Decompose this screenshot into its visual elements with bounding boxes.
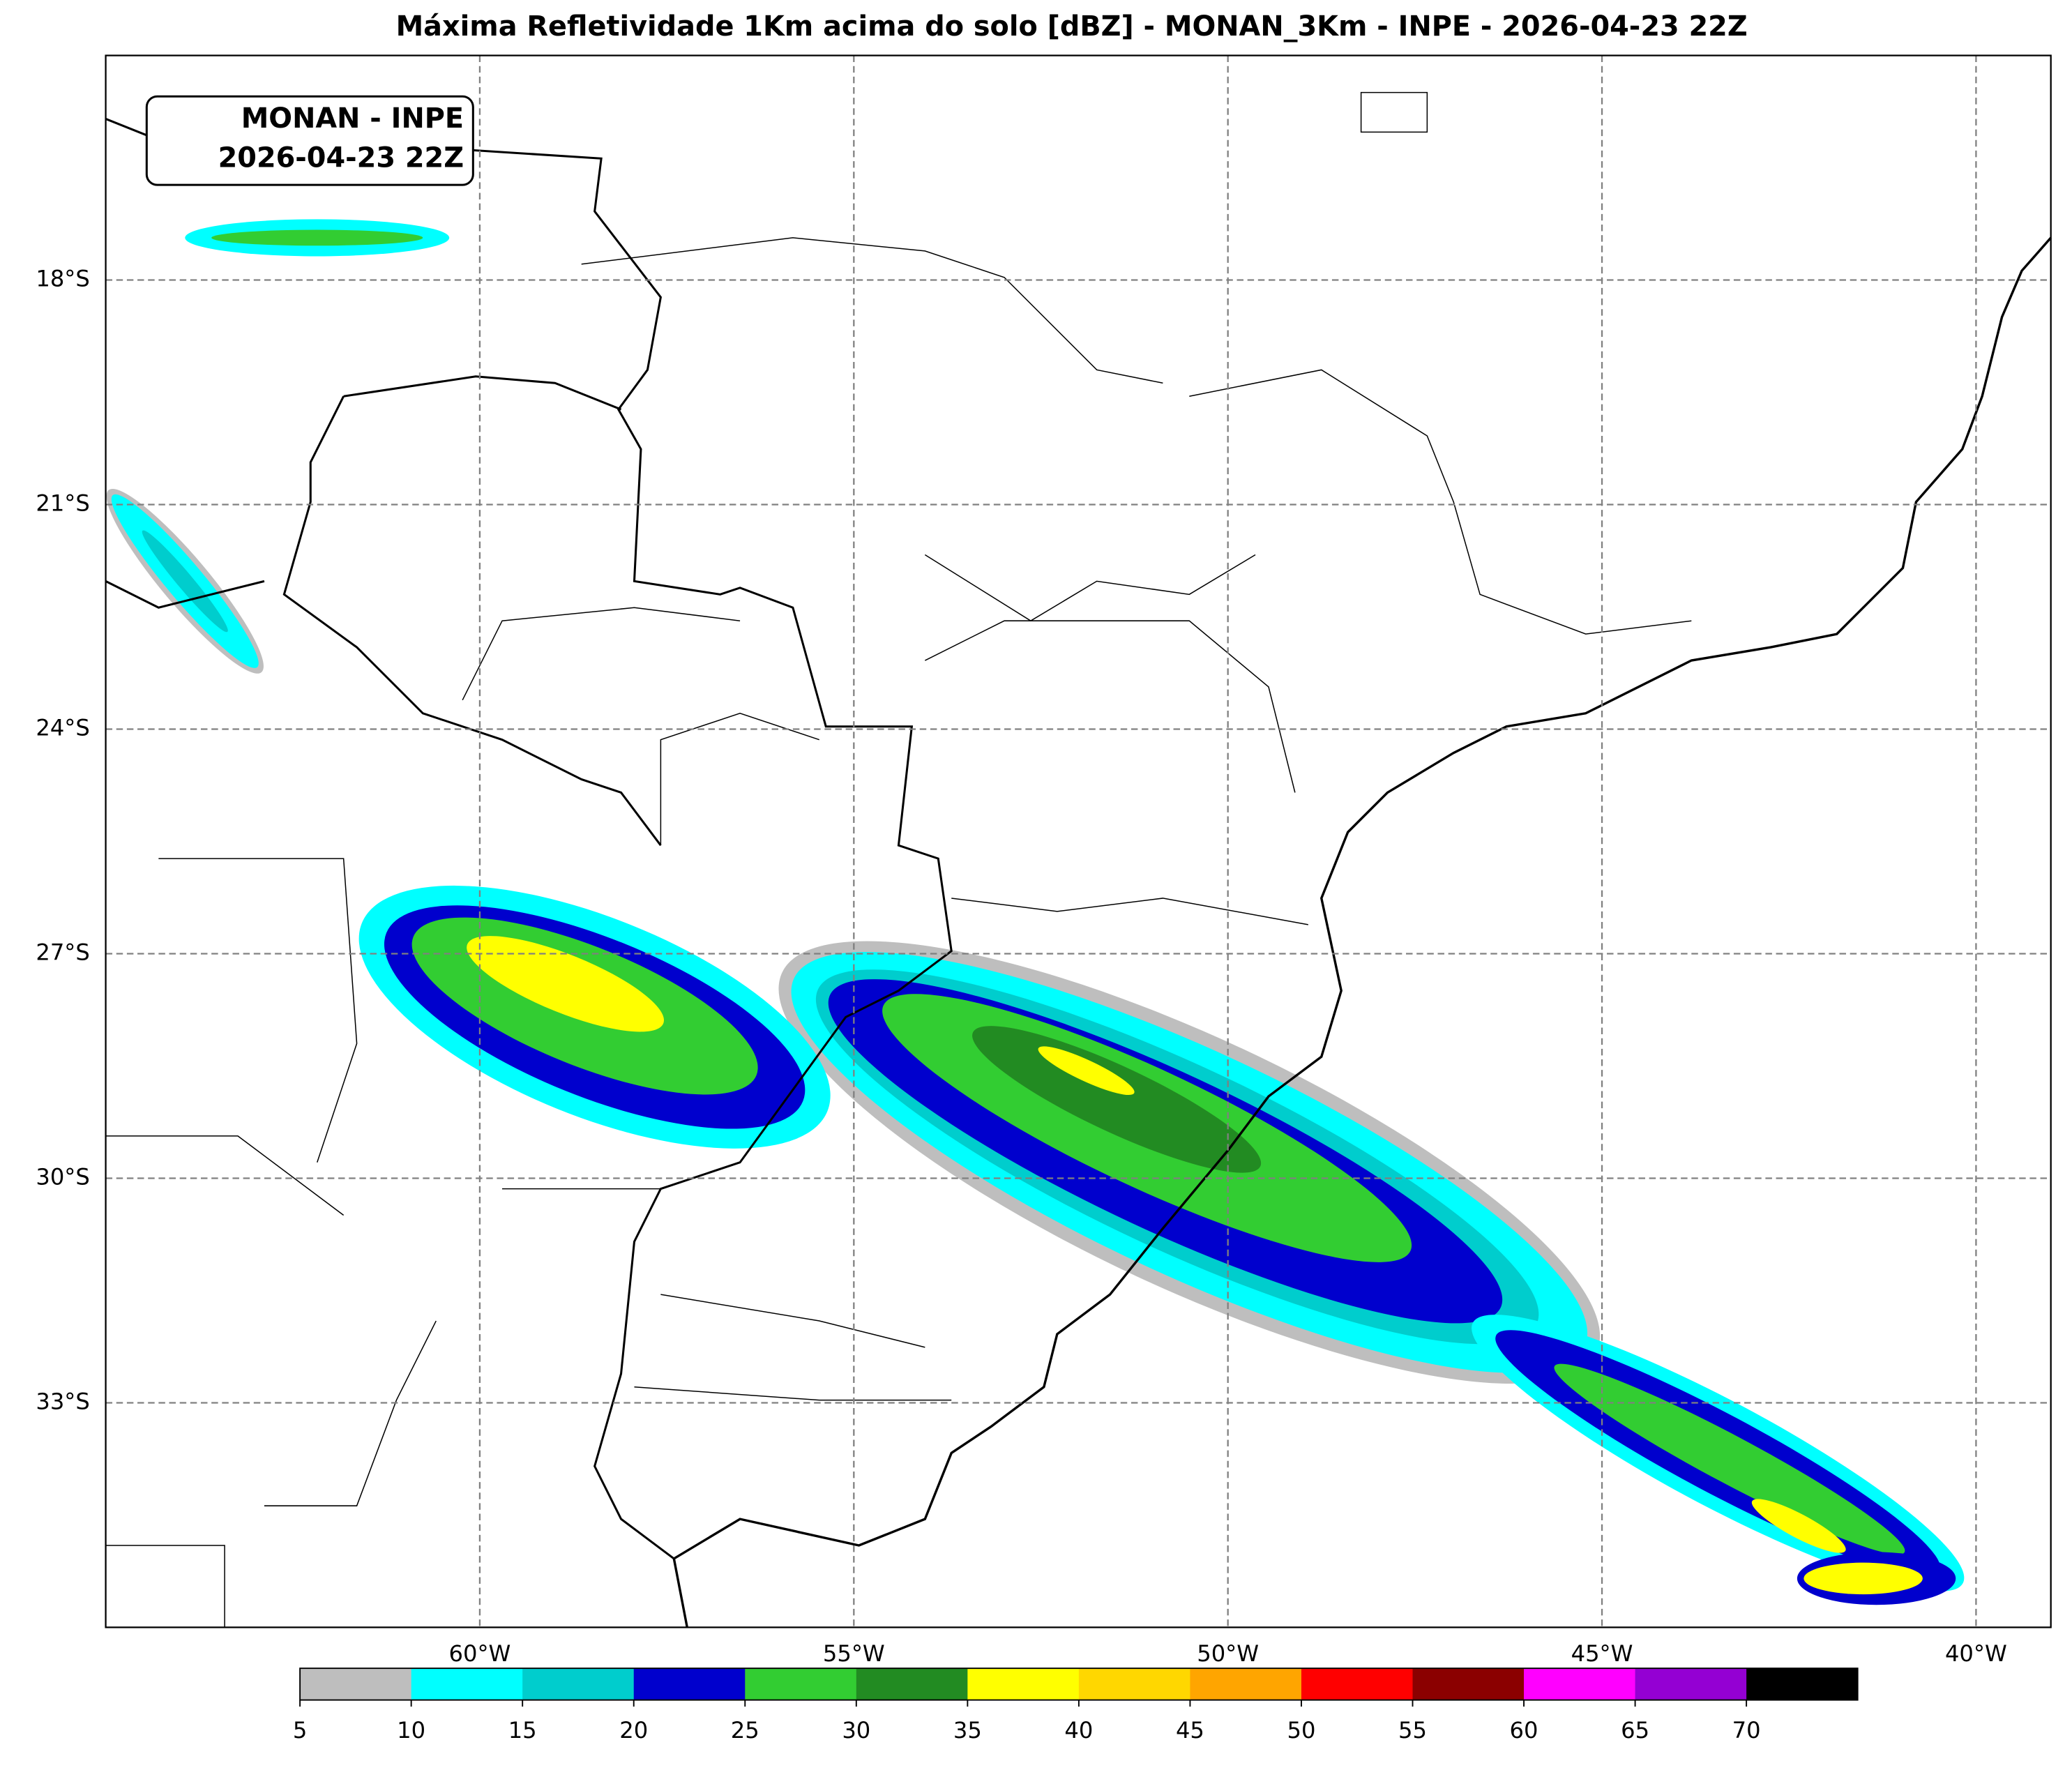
graticule [105, 55, 2051, 1628]
colorbar-segment [522, 1668, 635, 1700]
lat-label: 18°S [36, 266, 89, 292]
reflectivity-field [106, 219, 1965, 1605]
colorbar-label: 30 [842, 1717, 870, 1743]
colorbar-label: 10 [397, 1717, 425, 1743]
colorbar-segment [1524, 1668, 1636, 1700]
colorbar-segment [1078, 1668, 1190, 1700]
lon-label: 60°W [448, 1640, 511, 1667]
colorbar-label: 15 [508, 1717, 537, 1743]
boundaries [105, 91, 2052, 1628]
title: Máxima Refletividade 1Km acima do solo [… [396, 10, 1748, 43]
lon-label: 50°W [1197, 1640, 1259, 1667]
colorbar: 5 10 15 20 25 30 35 40 45 50 55 60 65 70 [293, 1667, 1859, 1743]
colorbar-segment [1301, 1668, 1414, 1700]
lon-label: 45°W [1571, 1640, 1633, 1667]
lat-label: 33°S [36, 1388, 89, 1414]
colorbar-label: 45 [1176, 1717, 1204, 1743]
colorbar-label: 70 [1732, 1717, 1761, 1743]
colorbar-label: 40 [1064, 1717, 1093, 1743]
colorbar-segment [1412, 1668, 1525, 1700]
inset-line: 2026-04-23 22Z [218, 142, 464, 174]
colorbar-segment [1746, 1668, 1859, 1700]
map-frame [105, 54, 2052, 1628]
colorbar-segment [411, 1668, 523, 1700]
colorbar-segment [1190, 1668, 1302, 1700]
colorbar-label: 35 [953, 1717, 982, 1743]
lat-label: 30°S [36, 1163, 89, 1190]
colorbar-label: 60 [1510, 1717, 1538, 1743]
map-area [105, 55, 2052, 1628]
inset-box [145, 95, 474, 186]
colorbar-label: 65 [1621, 1717, 1649, 1743]
lat-label: 27°S [36, 939, 89, 965]
colorbar-segment [856, 1668, 968, 1700]
colorbar-segment [1635, 1668, 1747, 1700]
lon-label: 55°W [823, 1640, 885, 1667]
colorbar-segment [967, 1668, 1080, 1700]
colorbar-label: 50 [1287, 1717, 1315, 1743]
lat-label: 24°S [36, 715, 89, 741]
colorbar-segment [633, 1668, 746, 1700]
colorbar-segment [300, 1668, 412, 1700]
colorbar-label: 25 [731, 1717, 759, 1743]
colorbar-segment [745, 1668, 857, 1700]
lon-label: 40°W [1945, 1640, 2007, 1667]
colorbar-label: 5 [293, 1717, 307, 1743]
lat-label: 21°S [36, 490, 89, 517]
colorbar-label: 55 [1398, 1717, 1427, 1743]
inset-line: MONAN - INPE [241, 103, 464, 135]
colorbar-label: 20 [619, 1717, 648, 1743]
